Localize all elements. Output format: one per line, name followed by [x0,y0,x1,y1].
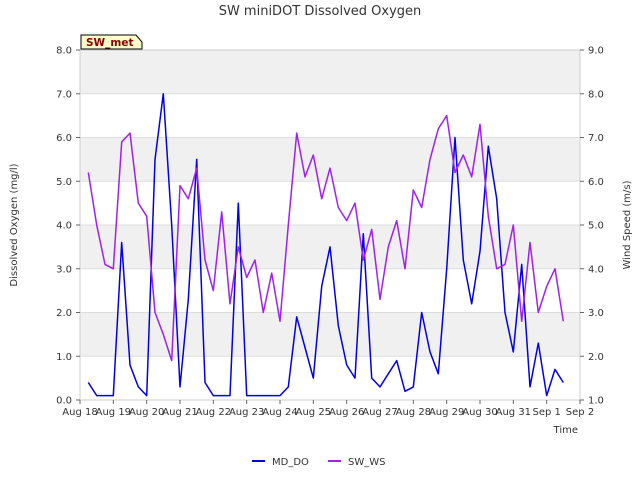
legend: MD_DO SW_WS [252,457,385,468]
plot-band [80,137,580,182]
chart-title: SW miniDOT Dissolved Oxygen [219,4,422,19]
x-tick-label: Aug 30 [462,407,497,418]
x-tick-label: Aug 24 [262,407,297,418]
y-axis-title: Dissolved Oxygen (mg/l) [9,163,20,286]
y2-tick-label: 6.0 [588,177,604,188]
y-tick-label: 0.0 [56,396,72,407]
y-tick-label: 8.0 [56,46,72,57]
y-tick-label: 2.0 [56,308,72,319]
y2-tick-label: 2.0 [588,352,604,363]
x-tick-label: Aug 31 [496,407,531,418]
y2-axis-title: Wind Speed (m/s) [622,180,633,269]
x-tick-label: Aug 18 [62,407,97,418]
x-tick-label: Aug 27 [362,407,397,418]
series-line-md-do [87,93,564,397]
y2-tick-label: 4.0 [588,264,604,275]
y2-tick-label: 9.0 [588,46,604,57]
y2-tick-label: 7.0 [588,133,604,144]
y2-tick-label: 5.0 [588,221,604,232]
x-tick-label: Aug 29 [429,407,464,418]
y-tick-label: 6.0 [56,133,72,144]
badge-box [80,34,143,50]
badge-label: SW_met [86,37,133,49]
y2-tick-label: 3.0 [588,308,604,319]
series-lines [87,93,565,397]
x-tick-label: Sep 1 [532,407,560,418]
series-line-sw-ws [87,114,565,362]
x-tick-label: Aug 28 [396,407,431,418]
x-tick-label: Aug 25 [296,407,331,418]
x-tick-label: Aug 22 [196,407,231,418]
x-tick-label: Aug 26 [329,407,364,418]
legend-label: MD_DO [272,457,309,468]
y-tick-label: 1.0 [56,352,72,363]
x-tick-label: Aug 21 [162,407,197,418]
y-tick-label: 5.0 [56,177,72,188]
x-axis-title: Time [553,425,578,436]
y-tick-label: 4.0 [56,221,72,232]
y-tick-label: 7.0 [56,89,72,100]
y2-tick-label: 1.0 [588,396,604,407]
x-tick-label: Aug 19 [96,407,131,418]
y2-tick-label: 8.0 [588,89,604,100]
legend-label: SW_WS [348,457,385,468]
axis-ticks: 0.0 1.0 2.0 3.0 4.0 5.0 6.0 7.0 8.0 1.0 2.0 3.0 4.0 5… [56,46,604,419]
x-tick-label: Sep 2 [566,407,594,418]
x-tick-label: Aug 20 [129,407,164,418]
plot-band [80,312,580,357]
plot-band [80,50,580,94]
y-tick-label: 3.0 [56,264,72,275]
x-tick-label: Aug 23 [229,407,264,418]
badge: SW_met [80,34,143,50]
